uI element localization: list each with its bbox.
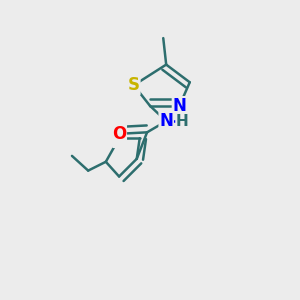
Text: N: N: [159, 112, 173, 130]
Text: S: S: [113, 129, 125, 147]
Text: H: H: [176, 114, 189, 129]
Text: N: N: [172, 97, 186, 115]
Text: O: O: [112, 125, 126, 143]
Text: S: S: [128, 76, 140, 94]
